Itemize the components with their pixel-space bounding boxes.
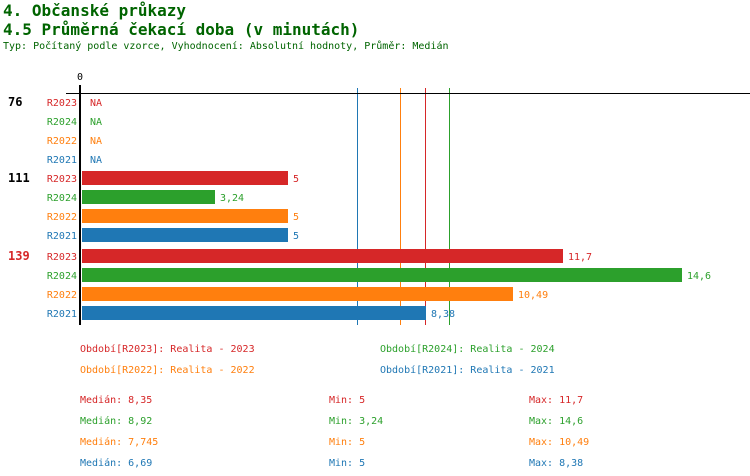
series-label: R2021 bbox=[46, 155, 77, 166]
stat-min: Min: 3,24 bbox=[329, 416, 384, 427]
series-label: R2022 bbox=[46, 290, 77, 301]
stat-median: Medián: 7,745 bbox=[80, 437, 159, 448]
median-line bbox=[400, 88, 401, 325]
chart-meta-info: Typ: Počítaný podle vzorce, Vyhodnocení:… bbox=[3, 41, 449, 52]
na-value: NA bbox=[90, 98, 103, 109]
stat-median: Medián: 8,35 bbox=[80, 395, 153, 406]
bar bbox=[82, 228, 288, 242]
x-axis-zero-label: 0 bbox=[76, 72, 84, 83]
stat-max: Max: 14,6 bbox=[529, 416, 584, 427]
bar-chart: 0 76 R2023 NA R2024 NA R2022 NA R2021 NA 111 R2023 5… bbox=[8, 72, 750, 325]
bar-value-label: 5 bbox=[293, 174, 300, 185]
median-line bbox=[357, 88, 358, 325]
bar-value-label: 10,49 bbox=[518, 290, 549, 301]
series-label: R2023 bbox=[46, 252, 77, 263]
bar bbox=[82, 171, 288, 185]
y-axis-line bbox=[79, 85, 81, 325]
na-value: NA bbox=[90, 155, 103, 166]
median-line bbox=[449, 88, 450, 325]
bar-value-label: 5 bbox=[293, 231, 300, 242]
bar-value-label: 11,7 bbox=[568, 252, 593, 263]
chart-subtitle: 4.5 Průměrná čekací doba (v minutách) bbox=[3, 20, 360, 39]
bar bbox=[82, 209, 288, 223]
bar bbox=[82, 190, 215, 204]
x-axis-line bbox=[66, 93, 750, 94]
group-label: 76 bbox=[8, 95, 23, 109]
stat-max: Max: 8,38 bbox=[529, 458, 584, 469]
bar bbox=[82, 287, 513, 301]
legend-item-r2023: Období[R2023]: Realita - 2023 bbox=[80, 344, 255, 355]
stat-max: Max: 10,49 bbox=[529, 437, 590, 448]
bar-value-label: 5 bbox=[293, 212, 300, 223]
series-label: R2024 bbox=[46, 117, 77, 128]
series-label: R2021 bbox=[46, 309, 77, 320]
bar-value-label: 3,24 bbox=[220, 193, 245, 204]
stat-max: Max: 11,7 bbox=[529, 395, 584, 406]
series-label: R2023 bbox=[46, 98, 77, 109]
bar bbox=[82, 306, 426, 320]
series-label: R2024 bbox=[46, 271, 77, 282]
bar-value-label: 8,38 bbox=[431, 309, 456, 320]
bar bbox=[82, 249, 563, 263]
page-title: 4. Občanské průkazy bbox=[3, 1, 187, 20]
series-label: R2024 bbox=[46, 193, 77, 204]
na-value: NA bbox=[90, 117, 103, 128]
stat-min: Min: 5 bbox=[329, 437, 366, 448]
stat-median: Medián: 6,69 bbox=[80, 458, 153, 469]
stat-median: Medián: 8,92 bbox=[80, 416, 153, 427]
group-label: 139 bbox=[8, 249, 30, 263]
group-label: 111 bbox=[8, 171, 30, 185]
series-label: R2022 bbox=[46, 136, 77, 147]
legend-item-r2021: Období[R2021]: Realita - 2021 bbox=[380, 365, 555, 376]
series-label: R2021 bbox=[46, 231, 77, 242]
bar-value-label: 14,6 bbox=[687, 271, 712, 282]
bar bbox=[82, 268, 682, 282]
legend-item-r2024: Období[R2024]: Realita - 2024 bbox=[380, 344, 555, 355]
median-line bbox=[425, 88, 426, 325]
series-label: R2022 bbox=[46, 212, 77, 223]
series-label: R2023 bbox=[46, 174, 77, 185]
stat-min: Min: 5 bbox=[329, 458, 366, 469]
na-value: NA bbox=[90, 136, 103, 147]
stat-min: Min: 5 bbox=[329, 395, 366, 406]
legend-item-r2022: Období[R2022]: Realita - 2022 bbox=[80, 365, 255, 376]
